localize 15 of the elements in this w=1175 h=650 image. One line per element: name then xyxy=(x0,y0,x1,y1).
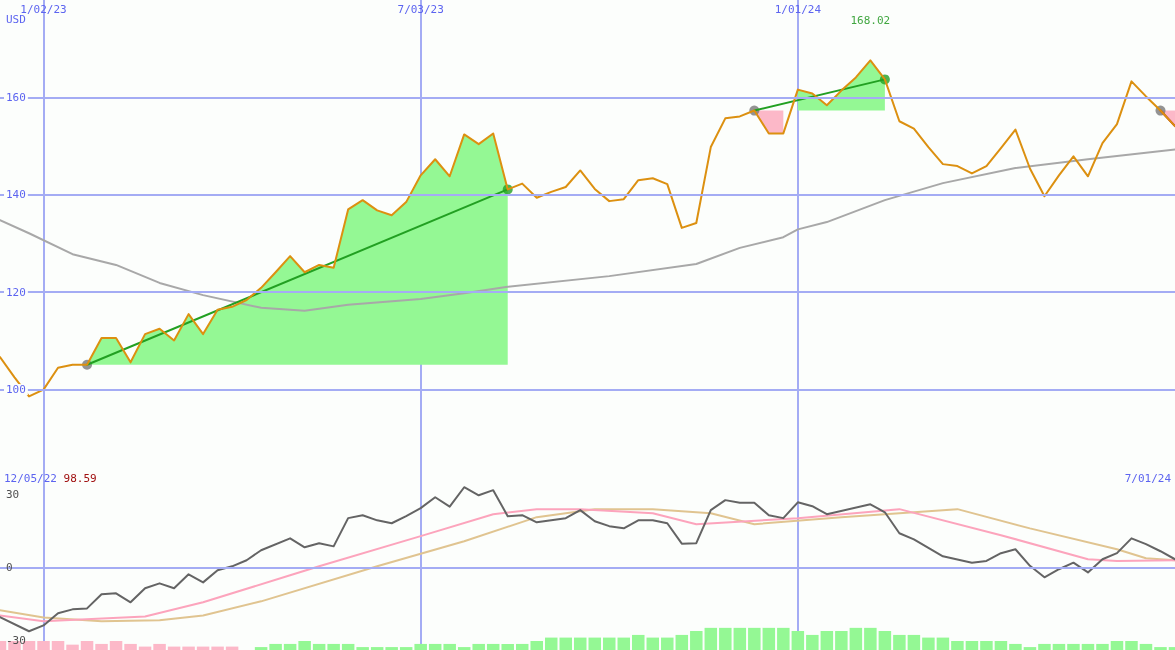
y-tick-label: 140 xyxy=(6,188,26,202)
y-axis-title: USD xyxy=(6,13,26,26)
annotation: 7/01/24 xyxy=(1124,472,1172,485)
y-tick-label: 30 xyxy=(6,487,20,501)
annotation: 12/05/22 xyxy=(4,472,57,485)
x-tick-label: 1/02/23 xyxy=(20,3,67,16)
y-tick-label: 120 xyxy=(6,285,26,299)
annotation: 98.59 xyxy=(63,472,97,485)
y-tick-label: 100 xyxy=(6,383,26,397)
x-tick-label: 7/03/23 xyxy=(397,3,444,16)
y-tick-label: 0 xyxy=(6,560,13,574)
annotation: 168.02 xyxy=(850,14,891,28)
y-tick-label: 160 xyxy=(6,90,26,104)
x-tick-label: 1/01/24 xyxy=(774,3,822,16)
y-tick-label: -30 xyxy=(6,633,26,647)
